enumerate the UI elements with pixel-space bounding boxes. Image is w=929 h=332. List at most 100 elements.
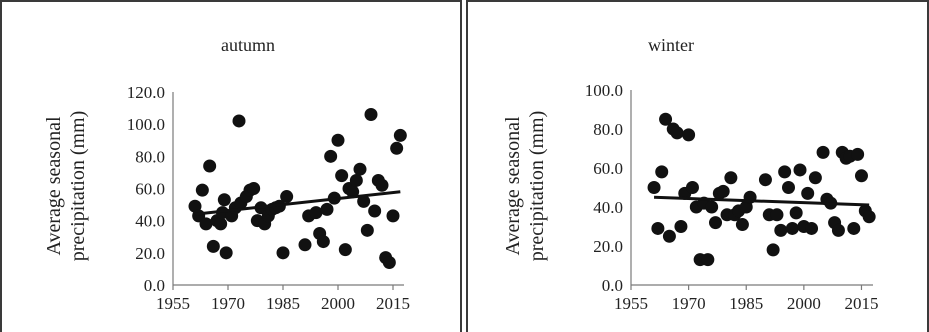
- y-tick-label: 60.0: [135, 180, 165, 199]
- data-point: [357, 194, 371, 208]
- y-tick-label: 120.0: [127, 83, 165, 102]
- chart-title: winter: [648, 35, 694, 55]
- y-axis-label: Average seasonal precipitation (mm): [43, 111, 89, 262]
- trend-line: [653, 195, 870, 207]
- data-point: [785, 221, 799, 235]
- data-point: [375, 178, 389, 192]
- y-tick-label: 0.0: [144, 276, 165, 295]
- data-point: [280, 190, 294, 204]
- x-tick-label: 2015: [376, 294, 410, 313]
- winter-chart-panel: winter Average seasonal precipitation (mm)…: [466, 0, 929, 332]
- data-point: [854, 169, 868, 183]
- data-point: [655, 165, 669, 179]
- y-tick-label: 40.0: [135, 212, 165, 231]
- data-point: [709, 216, 723, 230]
- y-tick-label: 80.0: [135, 147, 165, 166]
- data-point: [195, 183, 209, 197]
- data-point: [770, 208, 784, 222]
- data-point: [320, 202, 334, 216]
- data-point: [219, 246, 233, 260]
- data-point: [382, 255, 396, 269]
- y-tick-label: 40.0: [593, 198, 623, 217]
- data-point: [309, 206, 323, 220]
- data-point: [851, 147, 865, 161]
- y-tick-label: 20.0: [135, 244, 165, 263]
- data-point: [386, 209, 400, 223]
- data-point: [360, 223, 374, 237]
- data-point: [793, 163, 807, 177]
- x-tick-label: 1985: [266, 294, 300, 313]
- data-point: [781, 181, 795, 194]
- data-point: [805, 221, 819, 235]
- x-tick-label: 2015: [844, 294, 878, 313]
- y-axis-label-line: Average seasonal: [43, 116, 65, 255]
- data-point: [203, 159, 217, 173]
- data-point: [774, 223, 788, 237]
- data-point: [685, 181, 699, 194]
- y-tick-label: 100.0: [585, 81, 623, 100]
- x-tick-label: 2000: [321, 294, 355, 313]
- data-point: [368, 204, 382, 218]
- data-point: [766, 243, 780, 257]
- data-point: [324, 149, 338, 163]
- data-point: [335, 169, 349, 183]
- data-point: [338, 243, 352, 257]
- data-point: [739, 200, 753, 214]
- y-tick-label: 0.0: [602, 276, 623, 295]
- data-point: [801, 186, 815, 200]
- data-point: [701, 253, 715, 267]
- data-point: [816, 145, 830, 159]
- data-point: [662, 229, 676, 243]
- data-point: [390, 141, 404, 155]
- x-tick-label: 2000: [787, 294, 821, 313]
- data-point: [331, 133, 345, 147]
- data-point: [831, 223, 845, 237]
- data-point: [199, 217, 213, 231]
- data-point: [298, 238, 312, 252]
- data-point: [316, 235, 330, 249]
- data-point: [862, 210, 876, 224]
- x-tick-label: 1970: [672, 294, 706, 313]
- data-point: [393, 128, 407, 142]
- data-point: [276, 246, 290, 260]
- data-point: [724, 171, 738, 185]
- y-tick-label: 20.0: [593, 237, 623, 256]
- data-point: [353, 162, 367, 176]
- data-point: [232, 114, 246, 128]
- data-point: [647, 181, 661, 194]
- data-point: [346, 185, 360, 199]
- data-point: [682, 128, 696, 142]
- y-tick-label: 60.0: [593, 159, 623, 178]
- x-tick-label: 1955: [614, 294, 648, 313]
- trend-line: [194, 190, 401, 216]
- data-point: [674, 220, 688, 233]
- chart-title: autumn: [221, 35, 275, 55]
- x-tick-label: 1970: [211, 294, 245, 313]
- winter-chart: winter Average seasonal precipitation (mm)…: [502, 35, 878, 313]
- x-tick-label: 1985: [729, 294, 763, 313]
- y-tick-label: 80.0: [593, 120, 623, 139]
- data-point: [214, 217, 228, 231]
- autumn-chart: autumn Average seasonal precipitation (mm)…: [43, 35, 410, 313]
- data-point: [847, 221, 861, 235]
- autumn-chart-panel: autumn Average seasonal precipitation (mm)…: [0, 0, 462, 332]
- y-axis-label-line: precipitation (mm): [67, 111, 89, 262]
- data-point: [247, 182, 261, 195]
- y-axis-label: Average seasonal precipitation (mm): [502, 111, 548, 262]
- data-point: [778, 165, 792, 179]
- data-point: [206, 239, 220, 253]
- data-point: [659, 112, 673, 126]
- data-point: [705, 200, 719, 214]
- data-point: [217, 193, 231, 207]
- y-axis-label-line: precipitation (mm): [526, 111, 548, 262]
- panel-border: [0, 0, 462, 332]
- panel-border: [466, 0, 929, 332]
- y-axis-label-line: Average seasonal: [502, 116, 524, 255]
- data-point: [364, 108, 378, 122]
- data-point: [651, 221, 665, 235]
- data-point: [716, 184, 730, 198]
- data-point: [349, 173, 363, 187]
- data-point: [735, 218, 749, 232]
- data-point: [808, 171, 822, 185]
- data-point: [789, 206, 803, 220]
